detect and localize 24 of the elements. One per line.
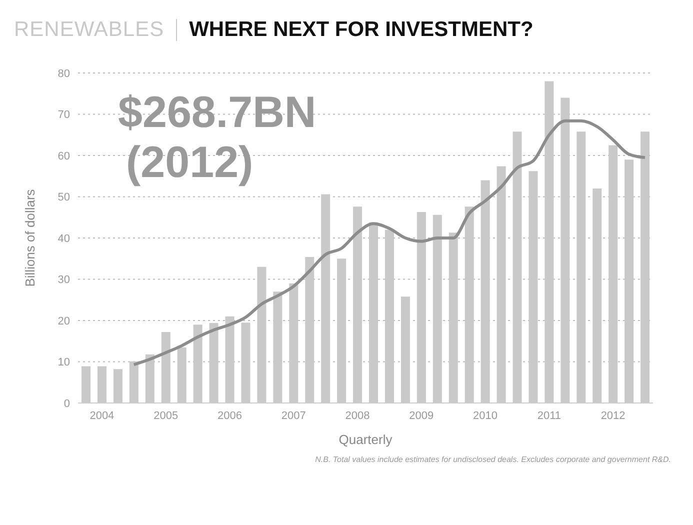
y-tick-label: 50 — [58, 192, 70, 204]
x-tick-label: 2011 — [537, 410, 562, 422]
annotation: $268.7BN — [118, 88, 316, 138]
x-tick-label: 2010 — [473, 410, 498, 422]
x-tick-label: 2005 — [154, 410, 178, 422]
x-tick-label: 2006 — [217, 410, 242, 422]
y-tick-label: 10 — [58, 356, 70, 369]
x-tick-label: 2008 — [345, 410, 370, 422]
x-tick-label: 2009 — [409, 410, 434, 422]
y-tick-label: 20 — [58, 315, 70, 328]
chart-title: WHERE NEXT FOR INVESTMENT? — [189, 18, 534, 42]
x-tick-label: 2004 — [90, 410, 114, 422]
x-tick-label: 2007 — [281, 410, 306, 422]
y-tick-label: 80 — [58, 68, 70, 80]
y-tick-label: 70 — [58, 109, 70, 122]
y-tick-label: 30 — [58, 274, 70, 286]
text: N.B. Total values include estimates for undisclosed deals. Excludes corporate and government R&D. — [315, 455, 671, 464]
y-tick-label: 0 — [64, 398, 70, 410]
y-tick-label: 60 — [58, 150, 70, 162]
y-axis-title: Billions of dollars — [22, 188, 38, 287]
y-tick-label: 40 — [58, 232, 70, 245]
annotation: (2012) — [125, 138, 254, 188]
x-tick-label: 2012 — [600, 410, 626, 422]
x-axis-title: Quarterly — [338, 432, 393, 447]
